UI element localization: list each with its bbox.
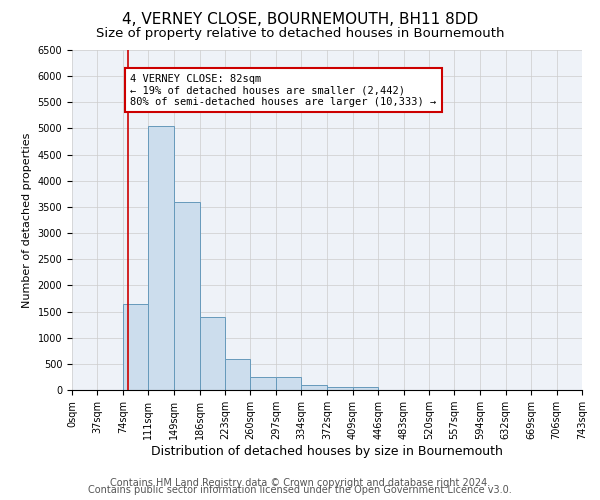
Bar — [200, 317, 225, 390]
Text: 4 VERNEY CLOSE: 82sqm
← 19% of detached houses are smaller (2,442)
80% of semi-d: 4 VERNEY CLOSE: 82sqm ← 19% of detached … — [130, 74, 437, 106]
Bar — [174, 202, 200, 390]
Bar — [301, 385, 328, 390]
Bar — [123, 304, 148, 390]
Bar — [276, 377, 301, 390]
Text: Size of property relative to detached houses in Bournemouth: Size of property relative to detached ho… — [96, 28, 504, 40]
Bar — [148, 126, 174, 390]
X-axis label: Distribution of detached houses by size in Bournemouth: Distribution of detached houses by size … — [151, 445, 503, 458]
Text: 4, VERNEY CLOSE, BOURNEMOUTH, BH11 8DD: 4, VERNEY CLOSE, BOURNEMOUTH, BH11 8DD — [122, 12, 478, 28]
Y-axis label: Number of detached properties: Number of detached properties — [22, 132, 32, 308]
Text: Contains HM Land Registry data © Crown copyright and database right 2024.: Contains HM Land Registry data © Crown c… — [110, 478, 490, 488]
Bar — [250, 377, 276, 390]
Bar — [353, 388, 378, 390]
Text: Contains public sector information licensed under the Open Government Licence v3: Contains public sector information licen… — [88, 485, 512, 495]
Bar — [225, 358, 250, 390]
Bar — [328, 388, 353, 390]
